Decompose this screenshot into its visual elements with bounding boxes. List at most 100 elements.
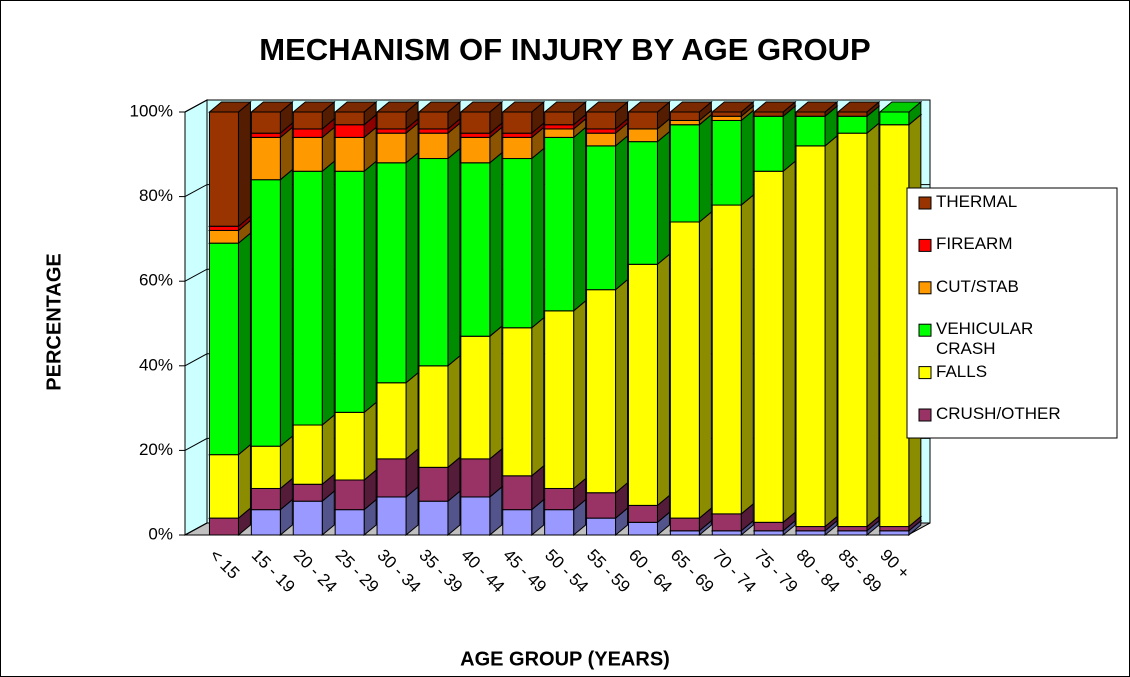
- bar-side: [698, 210, 712, 520]
- legend-label-box: THERMAL: [936, 192, 1018, 211]
- bar: [376, 496, 407, 536]
- bar: [669, 530, 700, 536]
- bar: [208, 225, 239, 231]
- y-tick-label: 40%: [139, 355, 173, 374]
- x-axis-title: AGE GROUP (YEARS): [460, 648, 670, 670]
- bar: [795, 530, 826, 536]
- bar-side: [531, 147, 545, 329]
- legend-label-box: FIREARM: [936, 234, 1013, 254]
- bar-top: [291, 101, 336, 113]
- legend-swatch: [918, 323, 932, 337]
- bar: [753, 115, 784, 172]
- bar: [669, 124, 700, 223]
- bar: [460, 162, 491, 337]
- bar: [711, 119, 742, 206]
- legend-label: THERMAL: [936, 192, 1018, 211]
- bar: [669, 221, 700, 519]
- bar: [502, 111, 533, 134]
- y-tick-label: 0%: [148, 524, 173, 543]
- bar: [250, 509, 281, 536]
- bar-side: [656, 253, 670, 507]
- bar-side: [237, 443, 251, 520]
- legend-swatch: [918, 366, 932, 380]
- bar-side: [782, 160, 796, 524]
- bar-side: [237, 232, 251, 456]
- bar-top: [878, 101, 923, 113]
- bar: [837, 530, 868, 536]
- bar: [418, 111, 449, 130]
- legend-swatch: [918, 238, 932, 252]
- bar: [418, 365, 449, 468]
- bar: [334, 111, 365, 126]
- bar-top: [627, 101, 671, 113]
- bar: [711, 513, 742, 532]
- bar-side: [321, 160, 335, 427]
- bar-side: [866, 122, 880, 528]
- bar-top: [459, 101, 504, 113]
- bar-top: [501, 101, 546, 113]
- bar: [376, 128, 407, 134]
- bar: [502, 475, 533, 511]
- bar-top: [543, 101, 588, 113]
- legend-label-box: FALLS: [936, 362, 987, 381]
- bar: [334, 136, 365, 172]
- bar: [586, 132, 617, 147]
- bar-side: [447, 147, 461, 367]
- bar: [292, 128, 323, 138]
- bar: [502, 158, 533, 329]
- bar: [669, 119, 700, 126]
- legend-label: FIREARM: [936, 234, 1013, 254]
- legend-label: CUT/STAB: [936, 276, 1019, 296]
- bar: [502, 136, 533, 160]
- bar-side: [615, 278, 629, 494]
- bar: [292, 500, 323, 536]
- y-tick-label: 60%: [139, 271, 173, 290]
- bar-side: [237, 100, 251, 228]
- bar: [460, 496, 491, 536]
- bar: [795, 111, 826, 117]
- y-tick-label: 80%: [139, 186, 173, 205]
- bar-top: [333, 101, 378, 113]
- bar: [627, 141, 658, 265]
- bar: [795, 526, 826, 532]
- legend-label: VEHICULAR CRASH: [936, 319, 1034, 359]
- legend-swatch: [918, 281, 932, 295]
- bar: [250, 487, 281, 511]
- bar: [208, 242, 239, 456]
- bar: [292, 424, 323, 485]
- bar: [627, 128, 658, 143]
- bar-side: [405, 151, 419, 384]
- bar: [334, 509, 365, 536]
- bar-side: [573, 299, 587, 490]
- bar: [292, 136, 323, 172]
- bar: [795, 115, 826, 147]
- bar: [627, 263, 658, 506]
- bar: [418, 132, 449, 160]
- bar-side: [740, 193, 754, 515]
- bar-side: [279, 168, 293, 448]
- bar: [711, 115, 742, 121]
- bar-side: [615, 134, 629, 291]
- y-axis-title: PERCENTAGE: [43, 253, 65, 390]
- legend-label: CRUSH/OTHER: [936, 404, 1061, 423]
- bar: [250, 136, 281, 181]
- bar: [711, 530, 742, 536]
- bar: [544, 136, 575, 312]
- bar: [460, 136, 491, 164]
- bar: [376, 458, 407, 498]
- bar: [627, 504, 658, 523]
- legend-label-box: CRUSH/OTHER: [936, 404, 1061, 423]
- bar: [544, 310, 575, 489]
- bar: [334, 170, 365, 413]
- legend: THERMAL FIREARM CUT/STAB VEHICULAR CRASH FAL…: [906, 187, 1118, 439]
- bar: [250, 132, 281, 138]
- y-tick-label: 100%: [130, 101, 173, 120]
- bar: [837, 132, 868, 528]
- bar: [460, 132, 491, 138]
- bar: [544, 124, 575, 130]
- bar: [250, 445, 281, 489]
- bar-top: [208, 101, 252, 113]
- bar: [753, 111, 784, 117]
- bar-top: [710, 101, 755, 113]
- legend-swatch: [918, 196, 932, 210]
